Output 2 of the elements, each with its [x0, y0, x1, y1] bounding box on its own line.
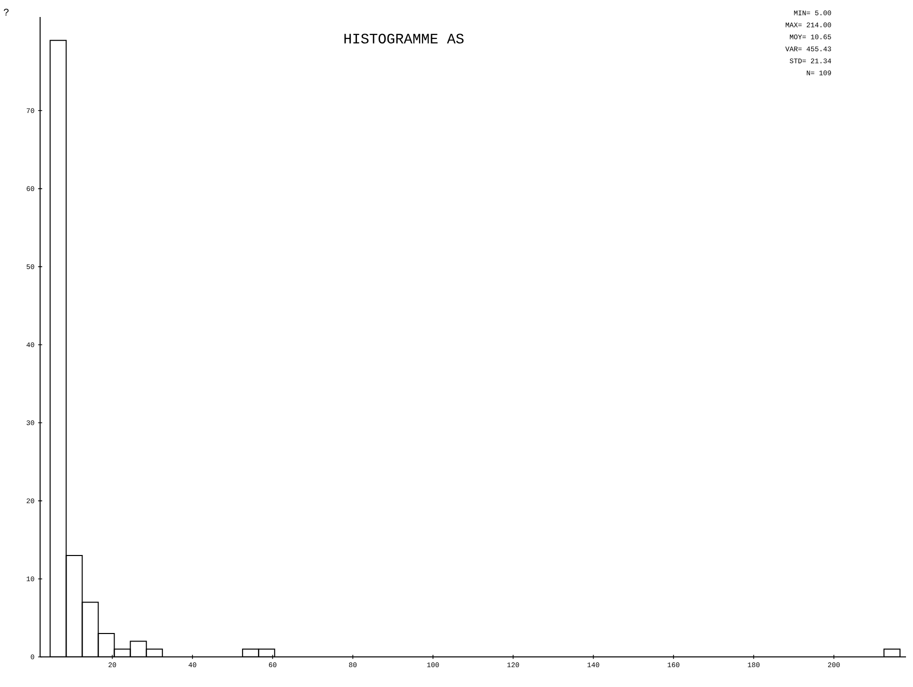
text: HISTOGRAMME AS — [344, 34, 464, 44]
y-axis-title: ? — [4, 8, 9, 16]
